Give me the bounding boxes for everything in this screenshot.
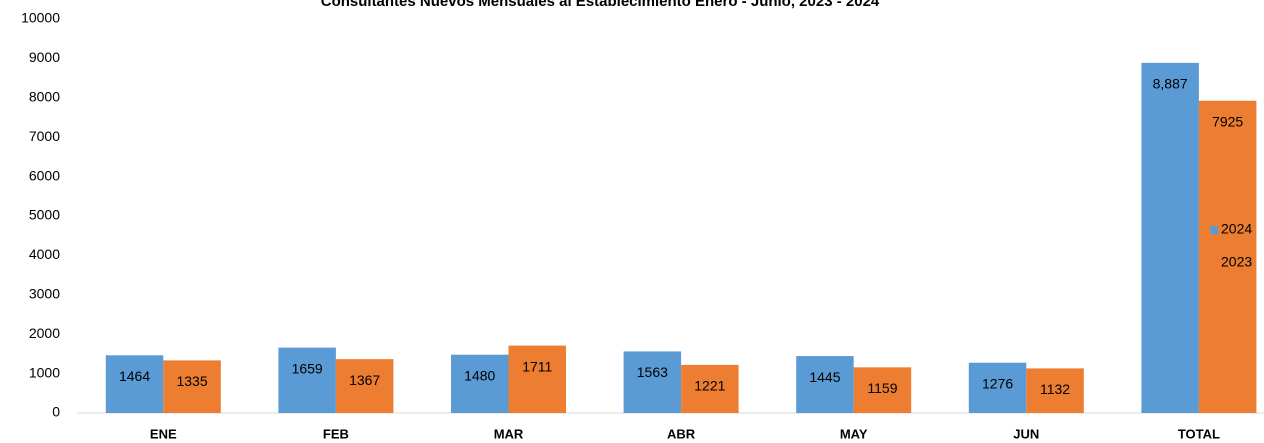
data-label: 1221 — [694, 378, 725, 394]
data-label: 1159 — [867, 380, 897, 396]
y-tick-label: 9000 — [29, 49, 60, 65]
data-label: 7925 — [1212, 113, 1243, 129]
chart-title: Consultantes Nuevos Mensuales al Estable… — [321, 0, 880, 10]
data-label: 1659 — [292, 360, 323, 376]
x-tick-label: ENE — [150, 426, 177, 441]
y-tick-label: 1000 — [29, 364, 60, 380]
bar — [278, 347, 336, 413]
x-tick-label: TOTAL — [1178, 426, 1220, 441]
legend-label: 2024 — [1221, 221, 1252, 237]
legend-swatch — [1210, 259, 1218, 267]
y-tick-label: 6000 — [29, 167, 60, 183]
x-tick-label: JUN — [1013, 426, 1039, 441]
bar — [1198, 100, 1257, 413]
data-label: 1367 — [349, 372, 380, 388]
y-tick-label: 10000 — [21, 10, 60, 26]
data-label: 1335 — [176, 373, 207, 389]
bar — [1026, 368, 1084, 413]
data-label: 1464 — [119, 368, 150, 384]
y-tick-label: 0 — [52, 404, 60, 420]
data-label: 8,887 — [1153, 76, 1188, 92]
data-label: 1445 — [809, 369, 840, 385]
bar — [163, 360, 221, 413]
bar — [508, 345, 566, 413]
y-tick-label: 7000 — [29, 128, 60, 144]
bar — [853, 367, 912, 413]
legend-swatch — [1210, 226, 1218, 234]
x-tick-label: MAR — [494, 426, 524, 441]
bar — [105, 355, 164, 413]
y-tick-label: 5000 — [29, 207, 60, 223]
x-tick-label: FEB — [323, 426, 349, 441]
data-label: 1563 — [637, 364, 668, 380]
bar — [681, 364, 739, 413]
y-tick-label: 2000 — [29, 325, 60, 341]
bar — [335, 359, 394, 413]
legend-label: 2023 — [1221, 254, 1252, 270]
data-label: 1711 — [522, 358, 552, 374]
data-label: 1480 — [464, 367, 495, 383]
x-tick-label: ABR — [667, 426, 696, 441]
data-label: 1132 — [1040, 381, 1070, 397]
data-label: 1276 — [982, 375, 1013, 391]
bar — [623, 351, 682, 413]
bar — [968, 362, 1027, 413]
bar — [451, 354, 509, 413]
y-tick-label: 3000 — [29, 286, 60, 302]
y-tick-label: 8000 — [29, 89, 60, 105]
x-tick-label: MAY — [840, 426, 868, 441]
bar — [1141, 62, 1199, 413]
y-tick-label: 4000 — [29, 246, 60, 262]
bar — [796, 356, 854, 413]
